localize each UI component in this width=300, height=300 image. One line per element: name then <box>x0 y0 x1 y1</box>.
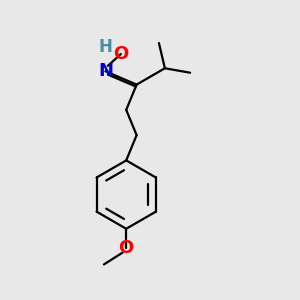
Text: O: O <box>113 45 128 63</box>
Text: N: N <box>98 62 113 80</box>
Text: H: H <box>98 38 112 56</box>
Text: O: O <box>118 239 134 257</box>
